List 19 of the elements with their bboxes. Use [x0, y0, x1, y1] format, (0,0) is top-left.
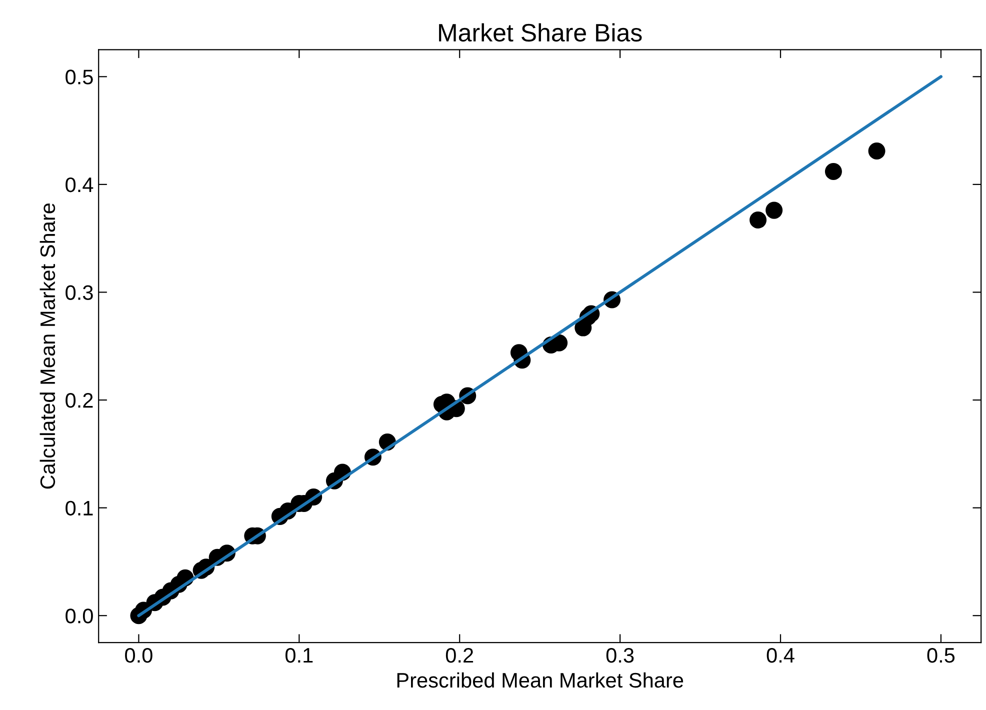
point	[750, 212, 767, 229]
x-tick-label: 0.4	[766, 648, 794, 663]
y-axis-title: Calculated Mean Market Share	[40, 203, 56, 489]
y-tick-label: 0.2	[66, 393, 93, 408]
x-tick-label: 0.1	[285, 648, 313, 663]
y-tick-label: 0.4	[66, 177, 94, 192]
y-tick-label: 0.1	[66, 500, 93, 516]
point	[824, 163, 842, 180]
y-tick-label: 0.0	[66, 608, 93, 624]
chart-title: Market Share Bias	[439, 23, 642, 42]
y-tick-label: 0.5	[66, 70, 93, 84]
x-axis-title: Prescribed Mean Market Share	[397, 672, 684, 688]
x-tick-label: 0.3	[606, 648, 634, 663]
y-tick-label: 0.3	[66, 285, 93, 300]
x-tick-label: 0.0	[125, 648, 152, 663]
point	[766, 202, 783, 219]
point	[868, 142, 886, 160]
x-tick-label: 0.5	[927, 648, 955, 663]
x-tick-label: 0.2	[446, 648, 474, 663]
